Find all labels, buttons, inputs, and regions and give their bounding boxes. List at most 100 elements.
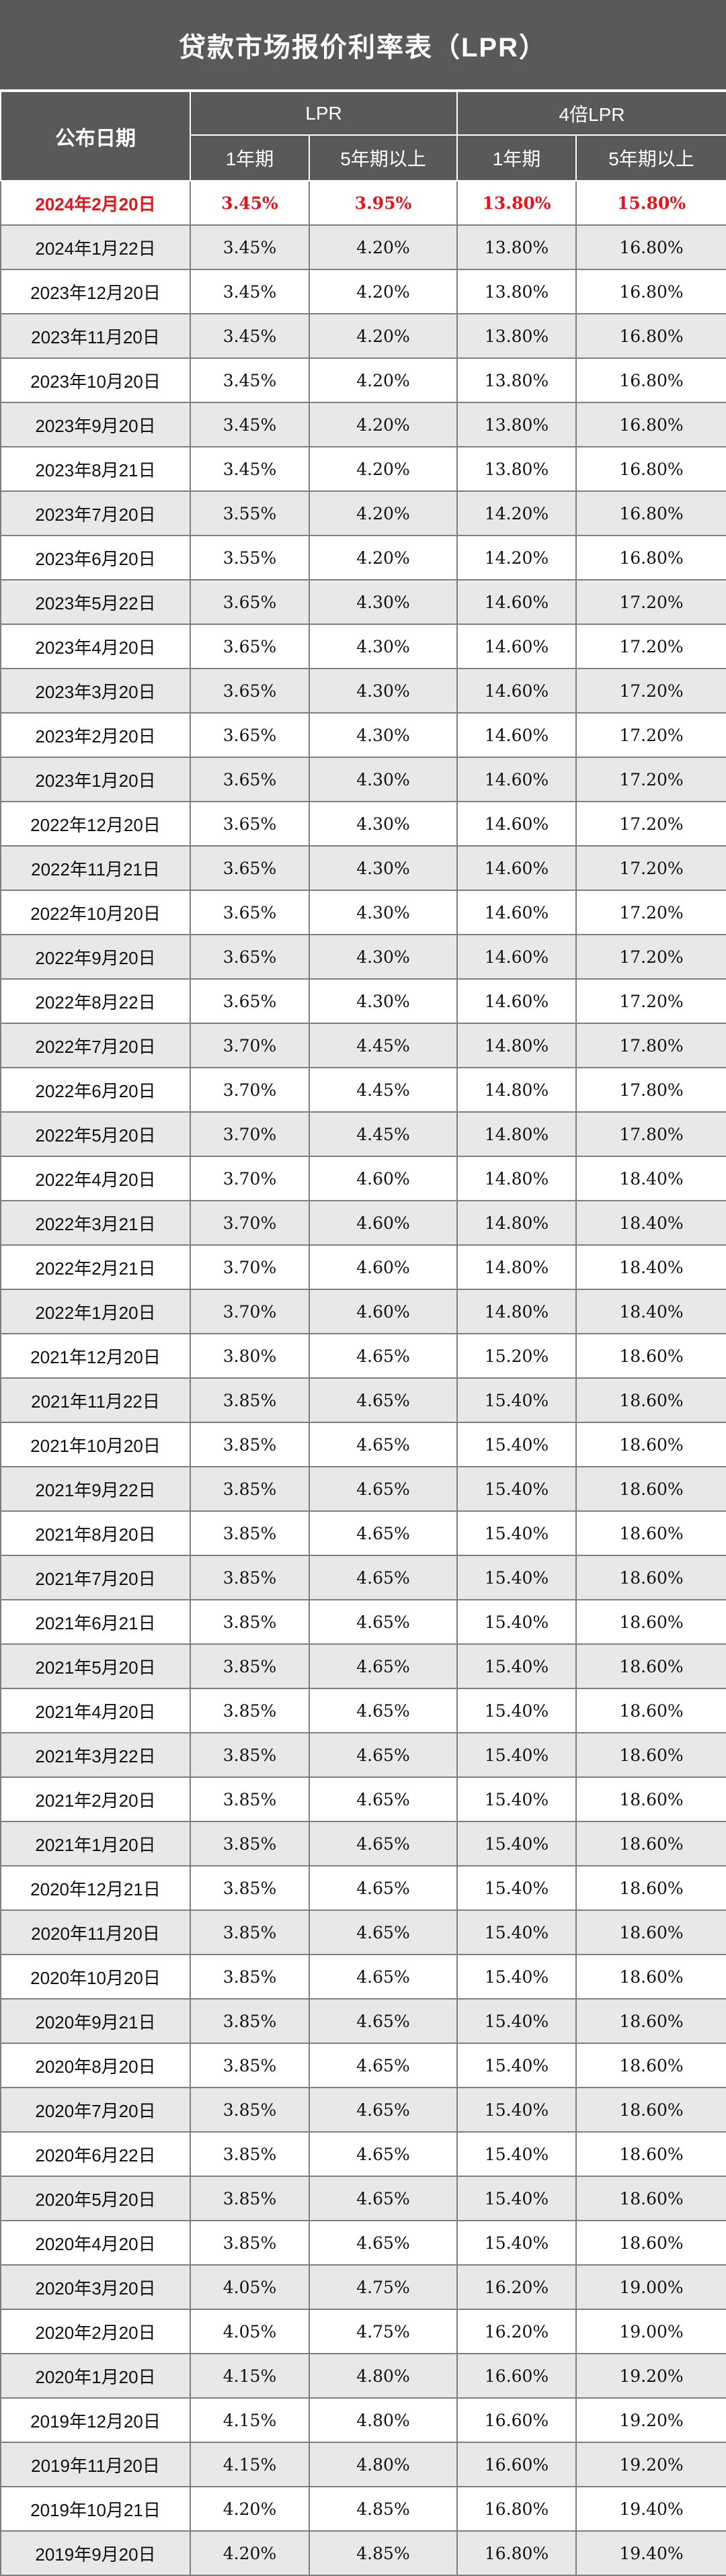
lpr4-5y-cell: 16.80% xyxy=(575,402,726,447)
lpr-1y-cell: 3.65% xyxy=(190,668,310,714)
date-cell: 2019年11月20日 xyxy=(0,2442,191,2487)
lpr4-1y-cell: 15.40% xyxy=(456,1688,577,1733)
table-row: 2020年2月20日 4.05% 4.75% 16.20% 19.00% xyxy=(0,2309,726,2354)
lpr4-5y-cell: 17.80% xyxy=(575,1023,726,1068)
lpr4-group-header: 4倍LPR xyxy=(456,91,726,136)
date-cell: 2023年2月20日 xyxy=(0,712,191,758)
table-row: 2021年8月20日 3.85% 4.65% 15.40% 18.60% xyxy=(0,1510,726,1556)
lpr4-1y-cell: 16.60% xyxy=(456,2397,577,2443)
date-cell: 2022年7月20日 xyxy=(0,1023,191,1068)
lpr-5y-cell: 4.60% xyxy=(309,1289,458,1334)
lpr-1y-cell: 3.85% xyxy=(190,1909,310,1955)
lpr4-1y-cell: 15.40% xyxy=(456,2220,577,2266)
lpr-1y-cell: 4.15% xyxy=(190,2442,310,2487)
lpr-5y-cell: 4.60% xyxy=(309,1156,458,1201)
lpr4-5y-cell: 18.60% xyxy=(575,1599,726,1645)
lpr-5y-cell: 4.20% xyxy=(309,535,458,581)
lpr4-5y-cell: 18.60% xyxy=(575,1732,726,1778)
lpr4-1y-cell: 14.60% xyxy=(456,668,577,714)
lpr4-1y-cell: 14.80% xyxy=(456,1156,577,1201)
table-row: 2023年1月20日 3.65% 4.30% 14.60% 17.20% xyxy=(0,757,726,802)
lpr4-5y-cell: 16.80% xyxy=(575,446,726,492)
lpr-1y-cell: 3.70% xyxy=(190,1289,310,1334)
date-cell: 2020年5月20日 xyxy=(0,2176,191,2221)
lpr4-5y-cell: 19.20% xyxy=(575,2353,726,2399)
lpr4-1y-cell: 16.60% xyxy=(456,2353,577,2399)
lpr-5y-cell: 4.65% xyxy=(309,1998,458,2044)
lpr4-5y-cell: 16.80% xyxy=(575,313,726,359)
date-cell: 2022年8月22日 xyxy=(0,978,191,1024)
date-cell: 2021年7月20日 xyxy=(0,1555,191,1600)
lpr-1y-cell: 3.85% xyxy=(190,1954,310,2000)
date-cell: 2023年8月21日 xyxy=(0,446,191,492)
date-cell: 2021年1月20日 xyxy=(0,1821,191,1866)
date-cell: 2023年4月20日 xyxy=(0,624,191,669)
lpr-5y-cell: 4.65% xyxy=(309,1333,458,1379)
lpr4-5y-cell: 18.60% xyxy=(575,1466,726,1512)
lpr4-1y-cell: 14.60% xyxy=(456,890,577,935)
lpr4-1y-cell: 15.40% xyxy=(456,1821,577,1866)
lpr-5y-cell: 4.30% xyxy=(309,890,458,935)
lpr-1y-cell: 3.85% xyxy=(190,1821,310,1866)
lpr4-1y-cell: 15.40% xyxy=(456,1865,577,1911)
table-row: 2023年12月20日 3.45% 4.20% 13.80% 16.80% xyxy=(0,269,726,314)
lpr-1y-cell: 3.85% xyxy=(190,1643,310,1689)
lpr4-5y-cell: 16.80% xyxy=(575,269,726,314)
lpr4-1y-cell: 13.80% xyxy=(456,357,577,403)
lpr4-1y-cell: 15.40% xyxy=(456,1599,577,1645)
lpr-5y-cell: 4.65% xyxy=(309,1821,458,1866)
table-row: 2023年5月22日 3.65% 4.30% 14.60% 17.20% xyxy=(0,579,726,625)
lpr4-5y-cell: 17.20% xyxy=(575,668,726,714)
lpr4-5y-cell: 18.60% xyxy=(575,1510,726,1556)
lpr4-1y-cell: 16.60% xyxy=(456,2442,577,2487)
lpr-1y-cell: 4.15% xyxy=(190,2353,310,2399)
date-cell: 2020年3月20日 xyxy=(0,2264,191,2310)
lpr-1y-cell: 3.85% xyxy=(190,2087,310,2133)
table-row: 2022年5月20日 3.70% 4.45% 14.80% 17.80% xyxy=(0,1111,726,1157)
table-row: 2021年3月22日 3.85% 4.65% 15.40% 18.60% xyxy=(0,1732,726,1778)
lpr4-1y-cell: 15.40% xyxy=(456,1422,577,1467)
table-row: 2020年12月21日 3.85% 4.65% 15.40% 18.60% xyxy=(0,1865,726,1911)
table-row: 2021年6月21日 3.85% 4.65% 15.40% 18.60% xyxy=(0,1599,726,1645)
lpr-5y-cell: 4.45% xyxy=(309,1067,458,1113)
lpr-5y-cell: 4.65% xyxy=(309,1643,458,1689)
date-cell: 2023年10月20日 xyxy=(0,357,191,403)
table-row: 2021年7月20日 3.85% 4.65% 15.40% 18.60% xyxy=(0,1555,726,1600)
lpr-5y-cell: 4.20% xyxy=(309,402,458,447)
date-cell: 2022年6月20日 xyxy=(0,1067,191,1113)
lpr-1y-cell: 3.45% xyxy=(190,313,310,359)
lpr4-1y-cell: 15.40% xyxy=(456,1510,577,1556)
lpr-1y-cell: 3.65% xyxy=(190,624,310,669)
lpr4-5y-cell: 17.20% xyxy=(575,845,726,891)
lpr4-5y-cell: 17.20% xyxy=(575,890,726,935)
lpr4-5y-cell: 18.60% xyxy=(575,1688,726,1733)
lpr-5y-cell: 4.20% xyxy=(309,357,458,403)
lpr-5y-cell: 4.85% xyxy=(309,2486,458,2532)
lpr-5y-cell: 4.65% xyxy=(309,1954,458,2000)
lpr4-5y-cell: 17.80% xyxy=(575,1067,726,1113)
lpr-1y-cell: 4.20% xyxy=(190,2486,310,2532)
table-row: 2024年2月20日 3.45% 3.95% 13.80% 15.80% xyxy=(0,180,726,226)
date-cell: 2023年1月20日 xyxy=(0,757,191,802)
date-cell: 2021年4月20日 xyxy=(0,1688,191,1733)
lpr-5y-cell: 4.30% xyxy=(309,934,458,980)
table-row: 2019年10月21日 4.20% 4.85% 16.80% 19.40% xyxy=(0,2486,726,2532)
lpr4-5y-cell: 17.20% xyxy=(575,579,726,625)
lpr4-5y-cell: 18.40% xyxy=(575,1244,726,1290)
lpr-1y-cell: 3.85% xyxy=(190,1599,310,1645)
lpr-5y-header: 5年期以上 xyxy=(309,134,458,181)
lpr-1y-cell: 3.85% xyxy=(190,1422,310,1467)
lpr4-5y-cell: 19.00% xyxy=(575,2264,726,2310)
lpr4-5y-cell: 17.20% xyxy=(575,934,726,980)
lpr4-1y-cell: 16.80% xyxy=(456,2486,577,2532)
date-cell: 2022年10月20日 xyxy=(0,890,191,935)
date-cell: 2023年6月20日 xyxy=(0,535,191,581)
date-cell: 2020年1月20日 xyxy=(0,2353,191,2399)
lpr4-1y-cell: 14.80% xyxy=(456,1067,577,1113)
lpr-5y-cell: 4.30% xyxy=(309,845,458,891)
lpr-1y-cell: 3.55% xyxy=(190,490,310,536)
lpr4-1y-cell: 14.60% xyxy=(456,579,577,625)
table-row: 2022年2月21日 3.70% 4.60% 14.80% 18.40% xyxy=(0,1244,726,1290)
lpr4-5y-cell: 15.80% xyxy=(575,180,726,226)
date-cell: 2021年11月22日 xyxy=(0,1377,191,1423)
